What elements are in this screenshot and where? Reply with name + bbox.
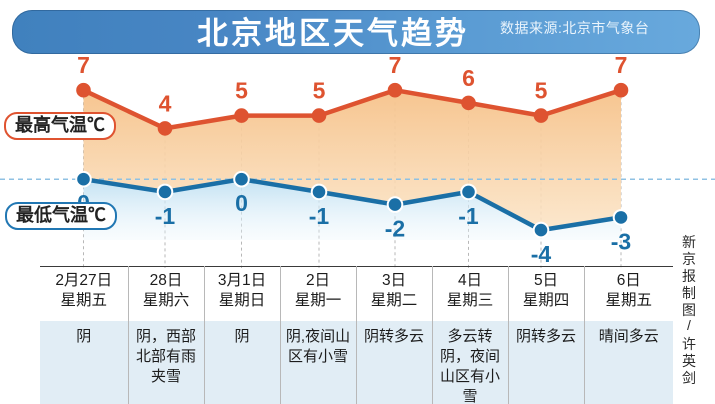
svg-text:-1: -1: [155, 203, 176, 229]
svg-text:7: 7: [615, 52, 628, 78]
svg-text:5: 5: [535, 78, 548, 104]
svg-text:-1: -1: [458, 203, 479, 229]
svg-text:-4: -4: [531, 241, 552, 267]
svg-text:-3: -3: [611, 228, 631, 254]
svg-text:7: 7: [389, 52, 402, 78]
svg-text:7: 7: [77, 52, 90, 78]
svg-text:-2: -2: [385, 216, 405, 242]
svg-text:6: 6: [462, 65, 475, 91]
svg-text:5: 5: [235, 78, 248, 104]
svg-text:4: 4: [159, 90, 172, 116]
svg-text:5: 5: [313, 78, 326, 104]
svg-text:0: 0: [235, 190, 248, 216]
svg-text:-1: -1: [309, 203, 330, 229]
